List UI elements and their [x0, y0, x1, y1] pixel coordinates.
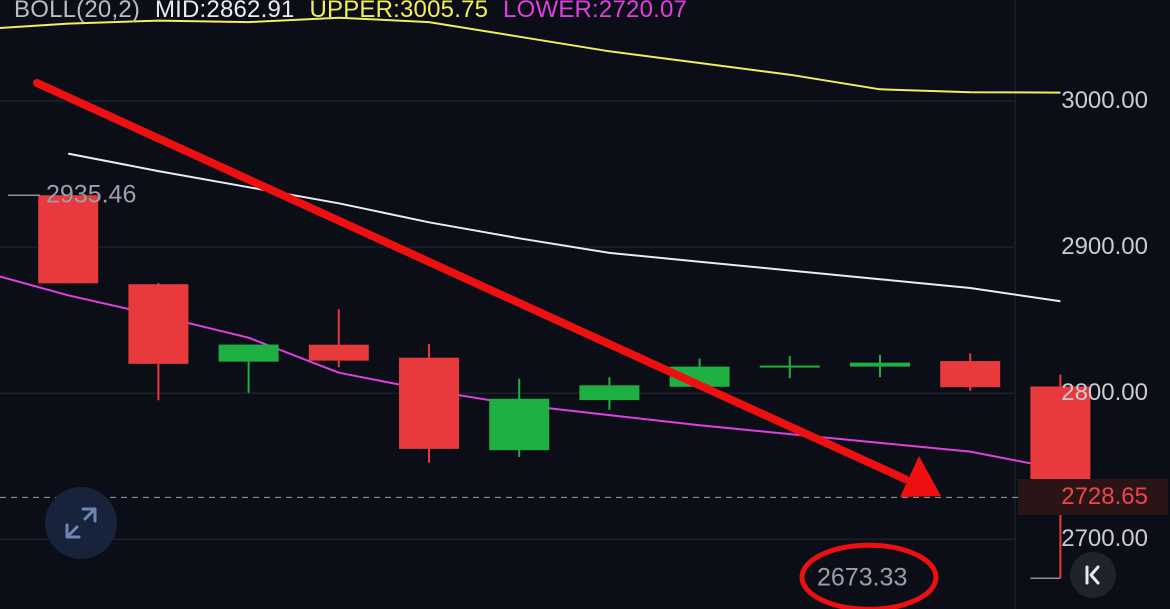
- y-tick-label: 2800.00: [1061, 379, 1148, 407]
- indicator-lower-value: LOWER:2720.07: [503, 0, 688, 23]
- annotations: [0, 79, 1061, 609]
- annotation-circle: [799, 542, 939, 609]
- indicator-name: BOLL(20,2): [14, 0, 141, 23]
- y-tick-label: 2900.00: [1061, 233, 1148, 261]
- annotation-arrow-shaft: [33, 79, 909, 483]
- indicator-header: BOLL(20,2) MID:2862.91 UPPER:3005.75 LOW…: [14, 0, 695, 24]
- candles: [38, 195, 1091, 579]
- indicator-upper-value: UPPER:3005.75: [309, 0, 489, 23]
- candle-down: [38, 195, 99, 284]
- grid: [0, 0, 1016, 609]
- candle-down: [940, 361, 1001, 388]
- candle-up: [759, 365, 820, 368]
- expand-arrows-icon: [65, 507, 97, 539]
- y-tick-label: 2700.00: [1061, 525, 1148, 553]
- candle-down: [1030, 386, 1091, 498]
- indicator-mid-value: MID:2862.91: [154, 0, 295, 23]
- candle-up: [579, 385, 640, 401]
- boll-upper-line: [0, 16, 1061, 94]
- high-price-marker: 2935.46: [46, 180, 137, 209]
- candle-up: [218, 344, 279, 362]
- candle-down: [399, 357, 459, 449]
- annotation-arrow-head: [900, 456, 941, 497]
- expand-button[interactable]: [45, 487, 117, 559]
- upper-path: [0, 16, 1061, 94]
- current-price-value: 2728.65: [1061, 483, 1148, 511]
- collapse-left-icon: [1085, 565, 1100, 585]
- candle-up: [850, 362, 910, 367]
- candle-down: [308, 344, 369, 361]
- low-price-marker: 2673.33: [817, 563, 908, 592]
- current-price-tag: 2728.65: [1018, 479, 1168, 516]
- candle-up: [489, 398, 550, 451]
- candle-down: [128, 284, 189, 364]
- collapse-button[interactable]: [1070, 552, 1116, 598]
- y-tick-label: 3000.00: [1061, 87, 1148, 114]
- boll-mid-line: [68, 152, 1061, 303]
- mid-path: [68, 152, 1061, 303]
